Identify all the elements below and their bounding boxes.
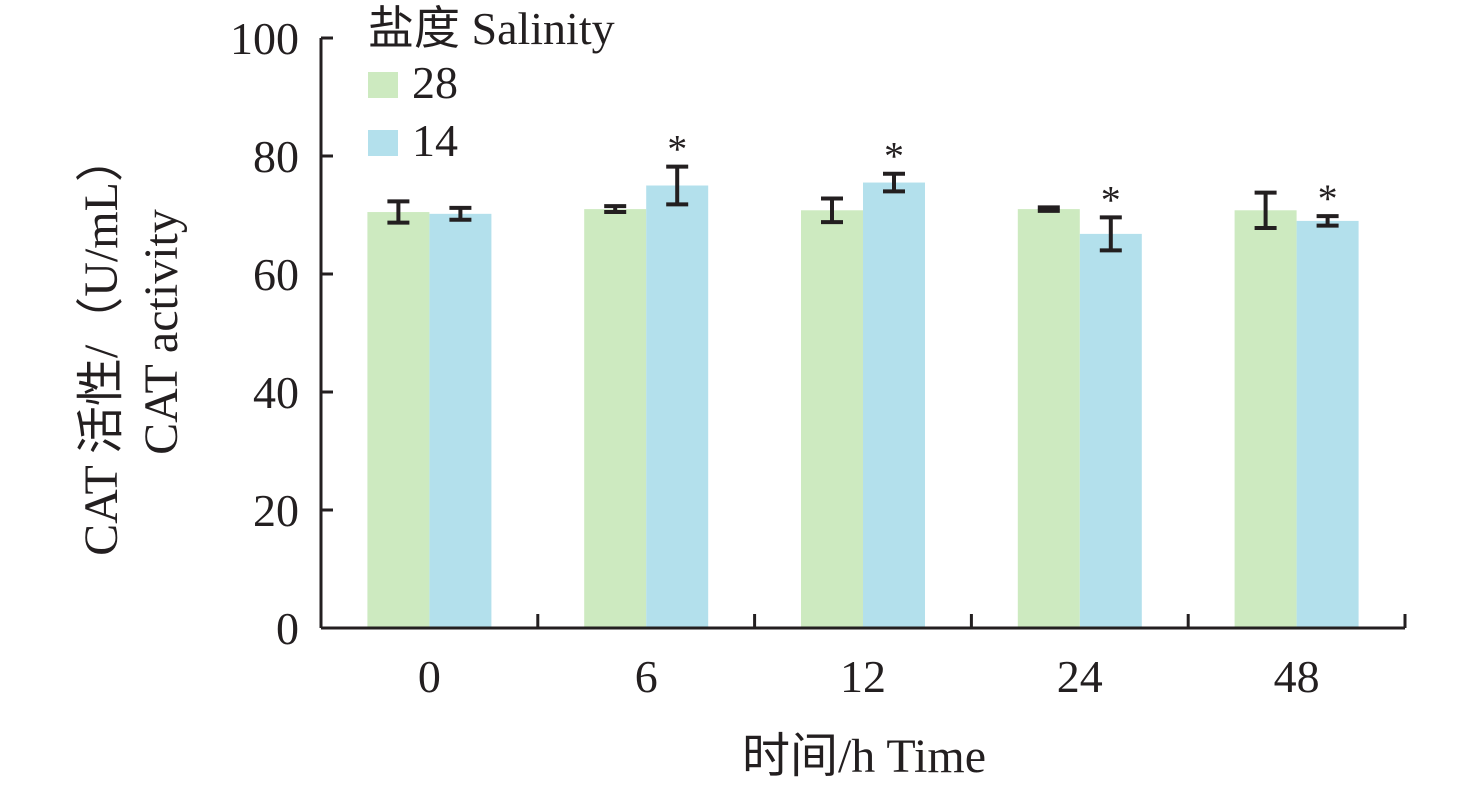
y-tick-label-80: 80 (253, 131, 299, 182)
bar-28-6 (584, 209, 647, 628)
y-axis-label-line1: CAT 活性/（U/mL） (75, 134, 128, 556)
error-bar-14-24 (1099, 215, 1122, 253)
error-bar-14-48 (1316, 214, 1339, 228)
y-tick-label-20: 20 (253, 485, 299, 536)
y-tick-label-0: 0 (276, 603, 299, 654)
axes-layer (319, 36, 1407, 630)
significance-mark-14-6: * (667, 127, 687, 172)
error-bar-14-0 (449, 205, 472, 222)
bar-28-48 (1234, 210, 1297, 628)
bar-28-12 (801, 210, 863, 628)
significance-mark-14-24: * (1101, 177, 1121, 222)
bar-14-24 (1079, 233, 1142, 628)
y-tick-label-40: 40 (253, 367, 299, 418)
x-tick-label-48: 48 (1274, 651, 1320, 702)
error-bar-28-24 (1037, 205, 1060, 213)
bar-14-12 (863, 182, 925, 629)
y-axis-label-line2: CAT activity (135, 209, 188, 455)
error-bar-28-48 (1254, 190, 1277, 230)
bars-layer (367, 182, 1359, 629)
x-tick-label-24: 24 (1057, 651, 1103, 702)
error-bar-28-0 (387, 199, 410, 225)
error-bar-28-6 (604, 204, 627, 215)
significance-mark-14-48: * (1318, 176, 1338, 221)
legend-title: 盐度 Salinity (368, 3, 615, 54)
significance-mark-14-12: * (884, 134, 904, 179)
bar-14-0 (429, 213, 492, 628)
error-bar-28-12 (821, 196, 843, 225)
legend-swatch-14 (368, 130, 398, 156)
bar-28-24 (1017, 209, 1080, 628)
legend: 盐度 Salinity 28 14 (368, 3, 615, 166)
x-tick-label-6: 6 (635, 651, 658, 702)
legend-label-28: 28 (412, 57, 458, 108)
x-tick-label-12: 12 (840, 651, 886, 702)
error-bars-layer (387, 164, 1339, 253)
bar-14-48 (1296, 220, 1359, 628)
error-bar-14-6 (666, 164, 689, 207)
bar-28-0 (367, 212, 430, 629)
y-tick-label-60: 60 (253, 249, 299, 300)
y-tick-label-100: 100 (230, 13, 299, 64)
x-axis-label: 时间/h Time (742, 730, 986, 783)
legend-label-14: 14 (412, 115, 458, 166)
legend-swatch-28 (368, 72, 398, 98)
error-bar-14-12 (883, 171, 905, 194)
significance-marks-layer: * * * * (667, 127, 1337, 223)
tick-labels-layer: 0 6 12 24 48 0 20 40 60 80 100 (230, 13, 1320, 702)
x-tick-label-0: 0 (418, 651, 441, 702)
bar-14-6 (646, 185, 709, 628)
